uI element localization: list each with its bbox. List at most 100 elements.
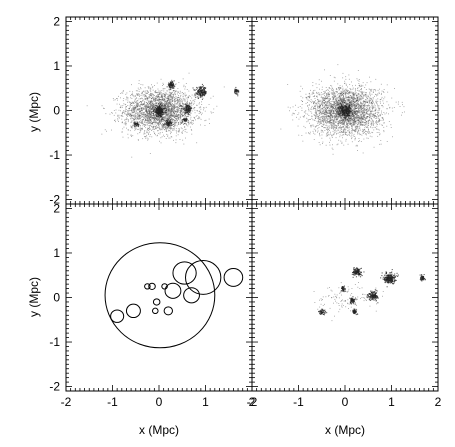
clump-point — [196, 93, 198, 95]
particle-point — [121, 118, 123, 120]
particle-point — [171, 99, 173, 101]
particle-point — [167, 107, 168, 109]
clump-point — [187, 112, 189, 114]
particle-point — [167, 99, 168, 101]
particle-point — [162, 113, 164, 115]
particle-point — [348, 99, 350, 101]
particle-point — [180, 103, 181, 105]
particle-point — [331, 100, 333, 102]
particle-point — [313, 105, 315, 107]
particle-point — [155, 118, 157, 120]
particle-point — [361, 110, 363, 112]
particle-point — [152, 93, 154, 95]
particle-point — [166, 113, 168, 115]
particle-point — [170, 111, 172, 113]
particle-point — [316, 125, 318, 126]
particle-point — [347, 86, 348, 88]
particle-point — [141, 102, 142, 103]
clump-point — [166, 123, 168, 125]
particle-point — [164, 124, 166, 125]
particle-point — [144, 130, 145, 132]
particle-point — [165, 130, 167, 132]
clump-point — [168, 120, 170, 122]
particle-point — [188, 72, 190, 74]
particle-point — [171, 103, 172, 105]
particle-point — [144, 104, 146, 106]
particle-point — [139, 105, 141, 107]
particle-point — [148, 120, 150, 122]
particle-point — [169, 96, 170, 98]
clump-point — [134, 126, 136, 128]
particle-point — [180, 117, 182, 119]
particle-point — [193, 103, 194, 105]
particle-point — [146, 113, 148, 115]
clump-point — [188, 110, 190, 112]
particle-point — [149, 116, 151, 118]
particle-point — [170, 115, 172, 117]
particle-point — [194, 93, 195, 95]
particle-point — [169, 118, 170, 120]
particle-point — [153, 107, 155, 108]
particle-point — [311, 102, 312, 104]
clump-point — [159, 105, 161, 107]
particle-point — [162, 117, 163, 119]
particle-point — [149, 108, 151, 110]
particle-point — [124, 110, 126, 112]
particle-point — [346, 125, 347, 127]
particle-point — [160, 102, 162, 104]
particle-point — [375, 118, 377, 119]
particle-point — [327, 129, 329, 131]
clump-point — [165, 112, 167, 114]
particle-point — [188, 121, 190, 123]
particle-point — [139, 110, 140, 112]
particle-point — [147, 102, 149, 104]
particle-point — [358, 111, 360, 113]
particle-point — [362, 93, 363, 95]
particle-point — [136, 121, 138, 122]
particle-point — [156, 96, 158, 97]
particle-point — [317, 105, 319, 107]
particle-point — [184, 94, 186, 96]
clump-point — [196, 86, 198, 88]
particle-point — [147, 110, 149, 112]
particle-point — [135, 105, 137, 107]
particle-point — [347, 99, 348, 101]
particle-point — [165, 128, 167, 130]
clump-point — [194, 89, 196, 91]
particle-point — [162, 97, 163, 98]
particle-point — [149, 97, 150, 99]
particle-point — [321, 134, 323, 136]
clump-point — [180, 110, 182, 112]
particle-point — [342, 120, 344, 122]
particle-point — [320, 109, 322, 111]
particle-point — [329, 144, 331, 146]
particle-point — [175, 117, 176, 119]
particle-point — [148, 128, 150, 129]
particle-point — [343, 115, 344, 116]
clump-point — [188, 108, 190, 110]
particle-point — [170, 133, 171, 135]
particle-point — [164, 99, 165, 101]
particle-point — [121, 92, 123, 94]
particle-point — [350, 99, 352, 101]
particle-point — [147, 127, 149, 129]
particle-point — [163, 119, 164, 121]
particle-point — [339, 89, 340, 90]
clump-point — [171, 80, 173, 82]
particle-point — [150, 101, 152, 103]
particle-point — [134, 109, 135, 111]
particle-point — [161, 94, 163, 96]
particle-point — [174, 90, 176, 92]
particle-point — [174, 107, 175, 109]
particle-point — [354, 97, 355, 99]
particle-point — [328, 94, 330, 96]
particle-point — [150, 125, 152, 127]
particle-point — [137, 102, 139, 104]
particle-point — [146, 123, 148, 125]
particle-point — [142, 114, 144, 115]
particle-point — [308, 119, 310, 120]
particle-point — [140, 129, 142, 131]
particle-point — [325, 117, 327, 119]
particle-point — [137, 112, 139, 114]
particle-point — [146, 132, 148, 134]
